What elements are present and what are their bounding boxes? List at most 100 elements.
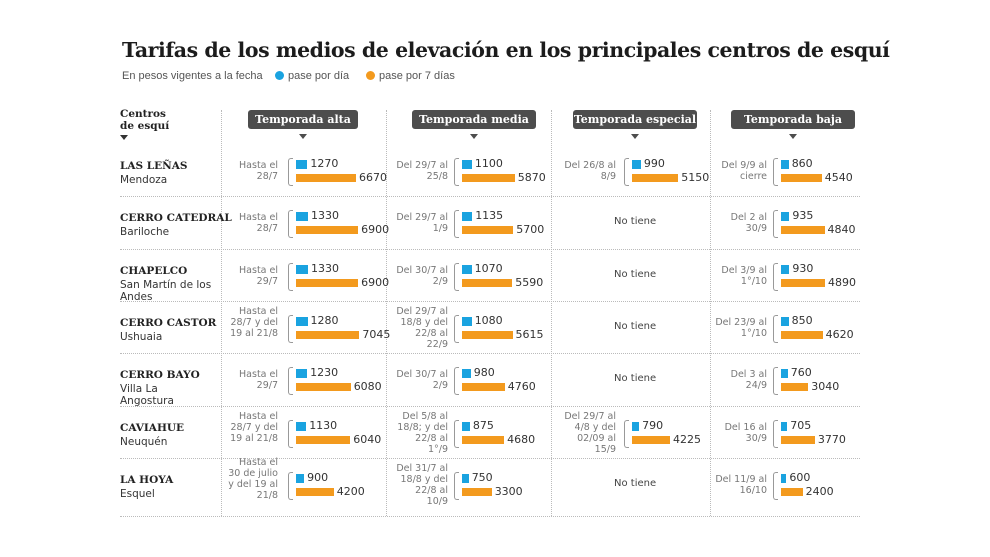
row-divider	[120, 353, 860, 354]
value-day: 790	[642, 419, 664, 432]
no-data-label: No tiene	[614, 373, 657, 384]
value-day: 1130	[309, 419, 338, 432]
value-week: 3300	[494, 485, 523, 498]
bar-day	[296, 474, 305, 483]
season-dates: Del 3 al 24/9	[730, 369, 767, 391]
bracket	[288, 420, 293, 448]
legend-week: pase por 7 días	[366, 70, 455, 82]
season-header-temporada-alta: Temporada alta	[248, 110, 358, 139]
value-week: 6900	[361, 223, 390, 236]
column-divider	[221, 110, 222, 516]
bar-day	[781, 317, 789, 326]
value-week: 7045	[362, 328, 391, 341]
bar-week	[296, 331, 360, 339]
value-day: 875	[472, 419, 494, 432]
value-week: 6040	[353, 433, 382, 446]
bracket	[454, 158, 459, 186]
bar-week	[296, 488, 334, 496]
bar-week	[781, 279, 825, 287]
column-divider	[710, 110, 711, 516]
bar-day	[462, 474, 469, 483]
value-day: 860	[791, 157, 813, 170]
season-dates: Hasta el 30 de julio y del 19 al 21/8	[228, 457, 278, 501]
bracket	[288, 367, 293, 395]
row-divider	[120, 301, 860, 302]
bracket	[773, 158, 778, 186]
bar-week	[296, 174, 356, 182]
bar-day	[296, 422, 307, 431]
legend-day: pase por día	[275, 70, 349, 82]
bracket	[288, 158, 293, 186]
center-name: CERRO BAYO	[120, 369, 200, 381]
value-day: 990	[643, 157, 665, 170]
value-day: 1080	[474, 314, 503, 327]
bar-day	[462, 369, 471, 378]
value-day: 1135	[475, 209, 504, 222]
bracket	[773, 472, 778, 500]
value-day: 980	[473, 366, 495, 379]
legend-day-label: pase por día	[288, 70, 350, 82]
bar-day	[632, 160, 641, 169]
row-divider	[120, 458, 860, 459]
column-divider	[386, 110, 387, 516]
center-location: Neuquén	[120, 436, 168, 448]
bar-week	[296, 383, 351, 391]
bar-day	[781, 369, 788, 378]
center-location: Bariloche	[120, 226, 170, 238]
season-dates: Del 3/9 al 1°/10	[721, 265, 767, 287]
row-divider	[120, 249, 860, 250]
value-week: 4225	[673, 433, 701, 446]
center-name: CERRO CASTOR	[120, 317, 217, 329]
center-name: CERRO CATEDRAL	[120, 212, 232, 224]
season-dates: Del 2 al 30/9	[730, 212, 767, 234]
down-arrow-icon	[789, 134, 797, 139]
bar-day	[632, 422, 640, 431]
bar-day	[296, 212, 308, 221]
season-header-label: Temporada especial	[573, 113, 697, 126]
bracket	[624, 158, 629, 186]
bar-day	[296, 369, 308, 378]
value-day: 935	[792, 209, 814, 222]
center-name: LA HOYA	[120, 474, 174, 486]
no-data-label: No tiene	[614, 478, 657, 489]
bar-day	[781, 160, 789, 169]
season-dates: Del 29/7 al 1/9	[396, 212, 448, 234]
bar-week	[632, 174, 679, 182]
bar-week	[462, 331, 513, 339]
bar-day	[781, 422, 788, 431]
value-day: 600	[789, 471, 811, 484]
value-week: 5700	[516, 223, 545, 236]
value-week: 4680	[507, 433, 536, 446]
bracket	[454, 315, 459, 343]
value-week: 3040	[811, 380, 840, 393]
value-week: 6080	[353, 380, 382, 393]
value-week: 4620	[825, 328, 854, 341]
bar-week	[296, 279, 359, 287]
center-location: Mendoza	[120, 174, 168, 186]
value-day: 760	[790, 366, 812, 379]
center-name: LAS LEÑAS	[120, 160, 188, 172]
no-data-label: No tiene	[614, 269, 657, 280]
season-dates: Del 29/7 al 25/8	[396, 160, 448, 182]
row-divider	[120, 406, 860, 407]
season-dates: Hasta el 28/7 y del 19 al 21/8	[230, 306, 278, 339]
bracket	[454, 263, 459, 291]
season-dates: Del 11/9 al 16/10	[715, 474, 767, 496]
legend-week-swatch	[366, 71, 375, 80]
bar-week	[781, 488, 803, 496]
bar-day	[781, 212, 790, 221]
value-day: 930	[792, 262, 814, 275]
value-day: 1100	[474, 157, 503, 170]
bar-day	[462, 265, 472, 274]
value-week: 4760	[507, 380, 536, 393]
no-data-label: No tiene	[614, 216, 657, 227]
bar-week	[462, 174, 515, 182]
value-day: 900	[307, 471, 329, 484]
center-name: CHAPELCO	[120, 265, 188, 277]
bar-day	[781, 265, 790, 274]
bracket	[288, 472, 293, 500]
center-location: Ushuaia	[120, 331, 163, 343]
bracket	[773, 315, 778, 343]
season-dates: Del 30/7 al 2/9	[396, 369, 448, 391]
value-day: 1330	[311, 209, 339, 222]
